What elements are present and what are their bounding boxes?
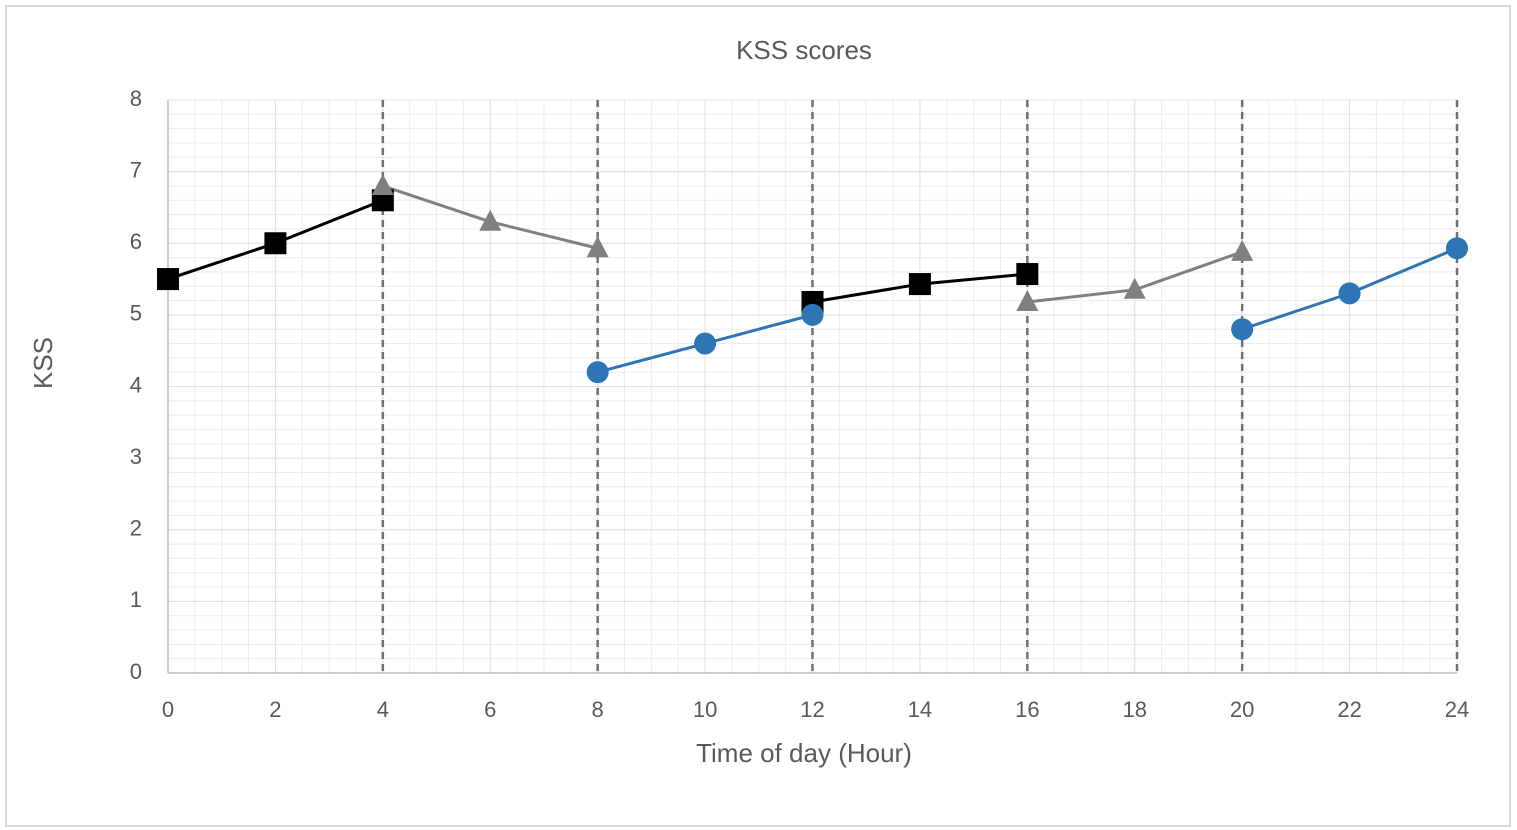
y-tick-label: 1: [130, 587, 142, 612]
x-tick-label: 12: [800, 697, 824, 722]
x-tick-label: 22: [1337, 697, 1361, 722]
y-tick-label: 5: [130, 301, 142, 326]
marker: [586, 361, 609, 384]
x-tick-label: 14: [908, 697, 932, 722]
x-tick-label: 2: [269, 697, 281, 722]
x-tick-label: 0: [162, 697, 174, 722]
x-tick-label: 20: [1230, 697, 1254, 722]
x-tick-label: 6: [484, 697, 496, 722]
marker: [264, 232, 287, 255]
y-tick-label: 3: [130, 444, 142, 469]
marker: [908, 273, 931, 296]
marker: [1016, 289, 1039, 311]
x-axis-label: Time of day (Hour): [696, 738, 912, 768]
marker: [1016, 263, 1039, 286]
y-tick-label: 4: [130, 372, 142, 397]
y-axis-label: KSS: [28, 337, 58, 389]
marker: [1231, 318, 1254, 341]
marker: [1446, 237, 1468, 260]
x-tick-label: 16: [1015, 697, 1039, 722]
marker: [801, 303, 824, 326]
y-tick-label: 6: [130, 229, 142, 254]
marker: [1338, 282, 1361, 305]
y-tick-label: 2: [130, 516, 142, 541]
marker: [1231, 239, 1254, 261]
y-tick-label: 8: [130, 86, 142, 111]
y-tick-label: 7: [130, 157, 142, 182]
marker: [586, 236, 609, 258]
x-tick-label: 8: [592, 697, 604, 722]
x-tick-label: 18: [1123, 697, 1147, 722]
y-tick-label: 0: [130, 659, 142, 684]
marker: [479, 209, 502, 231]
marker: [157, 268, 179, 291]
marker: [371, 173, 394, 195]
marker: [694, 332, 717, 355]
x-tick-label: 24: [1445, 697, 1469, 722]
x-tick-label: 4: [377, 697, 389, 722]
marker: [1123, 277, 1146, 299]
x-tick-label: 10: [693, 697, 717, 722]
chart-title: KSS scores: [736, 35, 872, 65]
